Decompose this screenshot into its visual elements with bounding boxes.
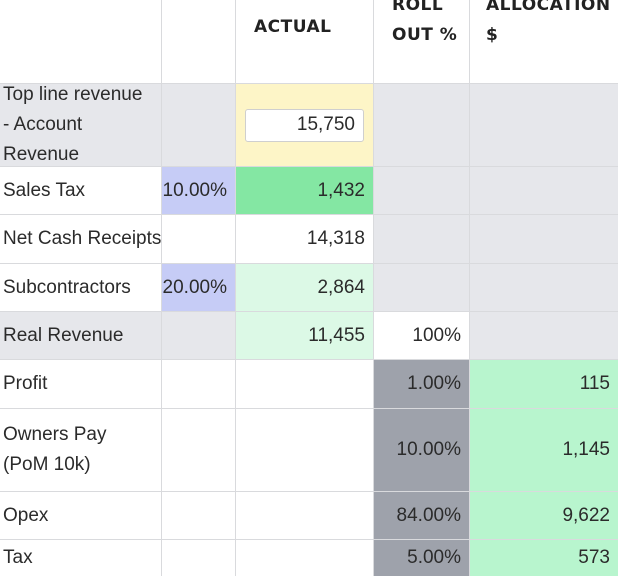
owners-pay-rollout[interactable]: 10.00% <box>374 409 470 492</box>
header-rollout: ROLL OUT % <box>374 0 470 84</box>
row-label-tax: Tax <box>0 540 162 576</box>
opex-rollout[interactable]: 84.00% <box>374 492 470 540</box>
row-pct-owners-pay <box>162 409 236 492</box>
tax-allocation: 573 <box>470 540 618 576</box>
row-label-real-revenue: Real Revenue <box>0 312 162 360</box>
owners-pay-allocation: 1,145 <box>470 409 618 492</box>
header-actual-text: ACTUAL <box>254 17 332 37</box>
row-actual-profit <box>236 360 374 409</box>
row-pct-top-line-revenue <box>162 84 236 167</box>
header-allocation-line1: ALLOCATION <box>486 0 611 15</box>
header-allocation: ALLOCATION $ <box>470 0 618 84</box>
row-pct-opex <box>162 492 236 540</box>
sales-tax-actual: 1,432 <box>236 167 374 215</box>
row-label-opex: Opex <box>0 492 162 540</box>
header-blank-label <box>0 0 162 84</box>
real-revenue-rollout: 100% <box>374 312 470 360</box>
row-actual-tax <box>236 540 374 576</box>
row-allocation-net-cash-receipts <box>470 215 618 264</box>
row-label-net-cash-receipts: Net Cash Receipts <box>0 215 162 264</box>
row-rollout-net-cash-receipts <box>374 215 470 264</box>
row-allocation-top-line-revenue <box>470 84 618 167</box>
row-actual-opex <box>236 492 374 540</box>
row-label-top-line-revenue: Top line revenue - Account Revenue <box>0 84 162 167</box>
row-pct-net-cash-receipts <box>162 215 236 264</box>
header-rollout-line2: OUT % <box>392 25 458 45</box>
subcontractors-actual: 2,864 <box>236 264 374 312</box>
row-pct-profit <box>162 360 236 409</box>
header-allocation-line2: $ <box>486 25 499 45</box>
row-pct-tax <box>162 540 236 576</box>
real-revenue-actual: 11,455 <box>236 312 374 360</box>
profit-allocation: 115 <box>470 360 618 409</box>
row-actual-top-line-revenue: 15,750 <box>236 84 374 167</box>
row-pct-real-revenue <box>162 312 236 360</box>
header-blank-pct <box>162 0 236 84</box>
row-rollout-sales-tax <box>374 167 470 215</box>
row-label-owners-pay: Owners Pay (PoM 10k) <box>0 409 162 492</box>
row-label-profit: Profit <box>0 360 162 409</box>
subcontractors-pct[interactable]: 20.00% <box>162 264 236 312</box>
row-rollout-subcontractors <box>374 264 470 312</box>
sales-tax-pct[interactable]: 10.00% <box>162 167 236 215</box>
profit-rollout[interactable]: 1.00% <box>374 360 470 409</box>
row-label-subcontractors: Subcontractors <box>0 264 162 312</box>
row-allocation-sales-tax <box>470 167 618 215</box>
row-allocation-subcontractors <box>470 264 618 312</box>
tax-rollout[interactable]: 5.00% <box>374 540 470 576</box>
row-rollout-top-line-revenue <box>374 84 470 167</box>
header-rollout-line1: ROLL <box>392 0 444 15</box>
revenue-input[interactable]: 15,750 <box>245 108 364 142</box>
row-allocation-real-revenue <box>470 312 618 360</box>
row-actual-owners-pay <box>236 409 374 492</box>
net-cash-receipts-actual: 14,318 <box>236 215 374 264</box>
opex-allocation: 9,622 <box>470 492 618 540</box>
header-actual: ACTUAL <box>236 0 374 84</box>
row-label-sales-tax: Sales Tax <box>0 167 162 215</box>
